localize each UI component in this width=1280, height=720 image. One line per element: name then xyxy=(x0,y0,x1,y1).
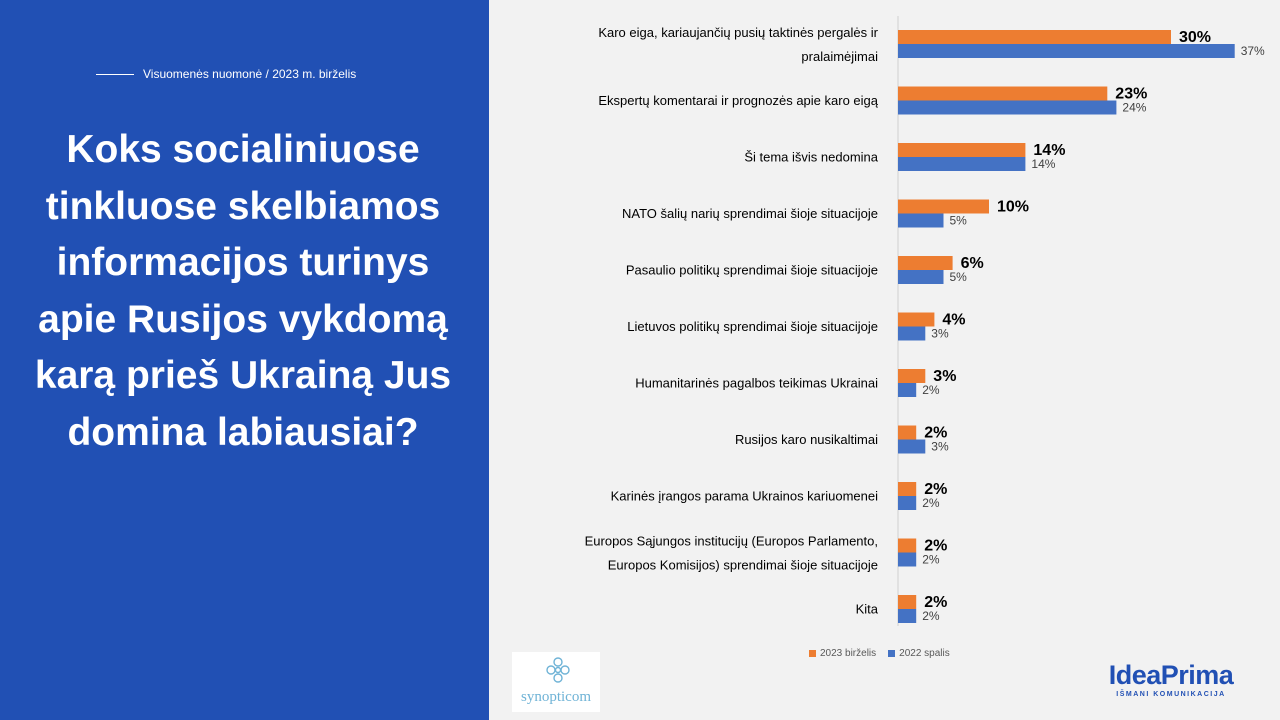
data-label-2022: 3% xyxy=(931,327,949,341)
data-label-2023: 2% xyxy=(924,538,947,555)
category-label-line: Karo eiga, kariaujančių pusių taktinės p… xyxy=(598,25,878,40)
title-panel: Visuomenės nuomonė / 2023 m. birželis Ko… xyxy=(0,0,489,720)
bar-2022 xyxy=(898,496,917,510)
bar-2023 xyxy=(898,482,917,496)
category-label: Humanitarinės pagalbos teikimas Ukrainai xyxy=(635,376,878,391)
synopticom-mark-icon xyxy=(546,657,570,683)
synopticom-logo: synopticom xyxy=(512,652,600,712)
bar-2023 xyxy=(898,86,1108,101)
bar-2022 xyxy=(898,609,917,623)
data-label-2022: 2% xyxy=(922,496,940,510)
bar-2022 xyxy=(898,383,917,397)
category-label: Europos Sąjungos institucijų (Europos Pa… xyxy=(585,534,878,573)
data-label-2022: 2% xyxy=(922,553,940,567)
data-label-2022: 2% xyxy=(922,609,940,623)
category-label: Karo eiga, kariaujančių pusių taktinės p… xyxy=(598,25,878,64)
bar-2023 xyxy=(898,538,917,553)
subtitle-text: Visuomenės nuomonė / 2023 m. birželis xyxy=(143,67,357,81)
data-label-2022: 3% xyxy=(931,440,949,454)
data-label-2023: 4% xyxy=(942,312,965,329)
data-label-2023: 2% xyxy=(924,481,947,498)
category-label: Ekspertų komentarai ir prognozės apie ka… xyxy=(598,93,878,108)
category-label: Lietuvos politikų sprendimai šioje situa… xyxy=(627,319,878,334)
slide-title: Koks socialiniuose tinkluose skelbiamos … xyxy=(34,128,452,454)
data-label-2022: 5% xyxy=(950,270,968,284)
data-label-2023: 3% xyxy=(933,368,956,385)
legend-item-2022: 2022 spalis xyxy=(888,648,950,659)
category-label: Karinės įrangos parama Ukrainos kariuome… xyxy=(611,489,878,504)
bar-2022 xyxy=(898,213,944,228)
category-label-line: Europos Komisijos) sprendimai šioje situ… xyxy=(608,558,878,573)
category-label: Rusijos karo nusikaltimai xyxy=(735,432,878,447)
bar-2022 xyxy=(898,552,917,567)
category-label: Ši tema išvis nedomina xyxy=(744,150,878,165)
legend-label-2022: 2022 spalis xyxy=(899,648,950,659)
bar-2022 xyxy=(898,44,1235,58)
chart-legend: 2023 birželis 2022 spalis xyxy=(809,648,950,659)
data-label-2023: 6% xyxy=(961,255,984,272)
legend-item-2023: 2023 birželis xyxy=(809,648,876,659)
bar-2022 xyxy=(898,157,1026,171)
ideaprima-tagline: IŠMANI KOMUNIKACIJA xyxy=(1116,691,1226,698)
bar-2023 xyxy=(898,369,926,383)
synopticom-wordmark: synopticom xyxy=(521,689,591,705)
bar-2023 xyxy=(898,143,1026,157)
category-label-line: pralaimėjimai xyxy=(801,49,878,64)
bar-2022 xyxy=(898,270,944,284)
data-label-2022: 37% xyxy=(1241,44,1265,58)
bar-2022 xyxy=(898,100,1117,115)
chart-panel xyxy=(489,0,1280,720)
data-label-2023: 30% xyxy=(1179,29,1211,46)
bar-2023 xyxy=(898,30,1171,44)
legend-swatch-blue xyxy=(888,650,896,657)
bar-2023 xyxy=(898,595,917,609)
data-label-2022: 5% xyxy=(950,214,968,228)
category-label-line: Europos Sąjungos institucijų (Europos Pa… xyxy=(585,534,878,549)
category-label: Kita xyxy=(856,602,879,617)
subtitle: Visuomenės nuomonė / 2023 m. birželis xyxy=(96,67,356,81)
bar-2023 xyxy=(898,199,989,214)
bar-2023 xyxy=(898,425,917,440)
bar-2022 xyxy=(898,326,926,341)
data-label-2023: 10% xyxy=(997,199,1029,216)
data-label-2023: 2% xyxy=(924,425,947,442)
bar-2022 xyxy=(898,439,926,454)
data-label-2022: 2% xyxy=(922,383,940,397)
ideaprima-logo: IdeaPrima IŠMANI KOMUNIKACIJA xyxy=(1092,660,1250,698)
legend-label-2023: 2023 birželis xyxy=(820,648,877,659)
bar-2023 xyxy=(898,312,935,327)
ideaprima-wordmark: IdeaPrima xyxy=(1108,660,1234,690)
category-label: NATO šalių narių sprendimai šioje situac… xyxy=(622,206,878,221)
subtitle-line xyxy=(96,73,134,75)
data-label-2023: 2% xyxy=(924,594,947,611)
category-label: Pasaulio politikų sprendimai šioje situa… xyxy=(626,263,878,278)
data-label-2022: 14% xyxy=(1031,157,1055,171)
bar-2023 xyxy=(898,256,953,270)
data-label-2023: 14% xyxy=(1033,142,1065,159)
legend-swatch-orange xyxy=(809,650,816,657)
data-label-2023: 23% xyxy=(1115,86,1147,103)
data-label-2022: 24% xyxy=(1122,101,1146,115)
